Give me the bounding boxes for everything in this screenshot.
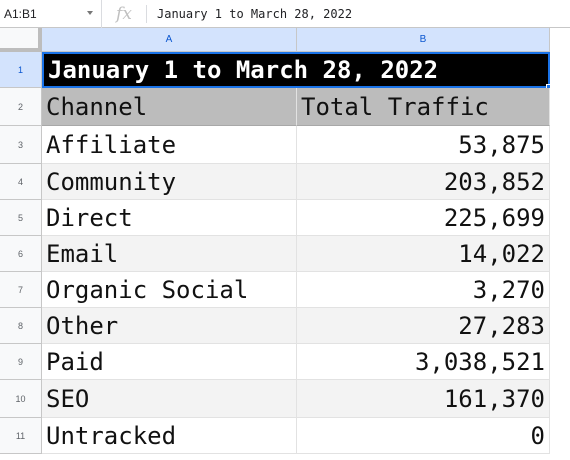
channel-cell[interactable]: Email bbox=[42, 236, 297, 272]
formula-input[interactable]: January 1 to March 28, 2022 bbox=[157, 6, 353, 21]
header-traffic-cell[interactable]: Total Traffic bbox=[297, 88, 550, 126]
traffic-cell[interactable]: 53,875 bbox=[297, 126, 550, 164]
formula-bar: A1:B1 fx January 1 to March 28, 2022 bbox=[0, 0, 570, 28]
channel-cell[interactable]: Paid bbox=[42, 344, 297, 380]
channel-cell[interactable]: Direct bbox=[42, 200, 297, 236]
row-header-5[interactable]: 5 bbox=[0, 200, 42, 236]
header-channel-cell[interactable]: Channel bbox=[42, 88, 297, 126]
grid-margin bbox=[550, 52, 570, 460]
row-header-9[interactable]: 9 bbox=[0, 344, 42, 380]
channel-cell[interactable]: Organic Social bbox=[42, 272, 297, 308]
channel-cell[interactable]: Affiliate bbox=[42, 126, 297, 164]
column-header-a[interactable]: A bbox=[42, 28, 297, 52]
row-header-4[interactable]: 4 bbox=[0, 164, 42, 200]
traffic-cell[interactable]: 161,370 bbox=[297, 380, 550, 418]
row-header-10[interactable]: 10 bbox=[0, 380, 42, 418]
function-icon: fx bbox=[116, 3, 132, 24]
formula-divider bbox=[146, 4, 147, 23]
row-header-11[interactable]: 11 bbox=[0, 418, 42, 454]
traffic-cell[interactable]: 3,038,521 bbox=[297, 344, 550, 380]
row-header-7[interactable]: 7 bbox=[0, 272, 42, 308]
column-header-b[interactable]: B bbox=[297, 28, 550, 52]
traffic-cell[interactable]: 27,283 bbox=[297, 308, 550, 344]
row-header-6[interactable]: 6 bbox=[0, 236, 42, 272]
row-header-3[interactable]: 3 bbox=[0, 126, 42, 164]
traffic-cell[interactable]: 225,699 bbox=[297, 200, 550, 236]
name-box-value: A1:B1 bbox=[4, 6, 37, 21]
row-header-1[interactable]: 1 bbox=[0, 52, 42, 88]
channel-cell[interactable]: SEO bbox=[42, 380, 297, 418]
traffic-cell[interactable]: 3,270 bbox=[297, 272, 550, 308]
row-header-8[interactable]: 8 bbox=[0, 308, 42, 344]
name-box[interactable]: A1:B1 bbox=[0, 0, 102, 28]
channel-cell[interactable]: Community bbox=[42, 164, 297, 200]
channel-cell[interactable]: Other bbox=[42, 308, 297, 344]
chevron-down-icon[interactable] bbox=[87, 10, 93, 15]
row-header-2[interactable]: 2 bbox=[0, 88, 42, 126]
select-all-corner[interactable] bbox=[0, 28, 42, 52]
traffic-cell[interactable]: 203,852 bbox=[297, 164, 550, 200]
title-cell[interactable]: January 1 to March 28, 2022 bbox=[42, 52, 550, 88]
traffic-cell[interactable]: 14,022 bbox=[297, 236, 550, 272]
channel-cell[interactable]: Untracked bbox=[42, 418, 297, 454]
traffic-cell[interactable]: 0 bbox=[297, 418, 550, 454]
